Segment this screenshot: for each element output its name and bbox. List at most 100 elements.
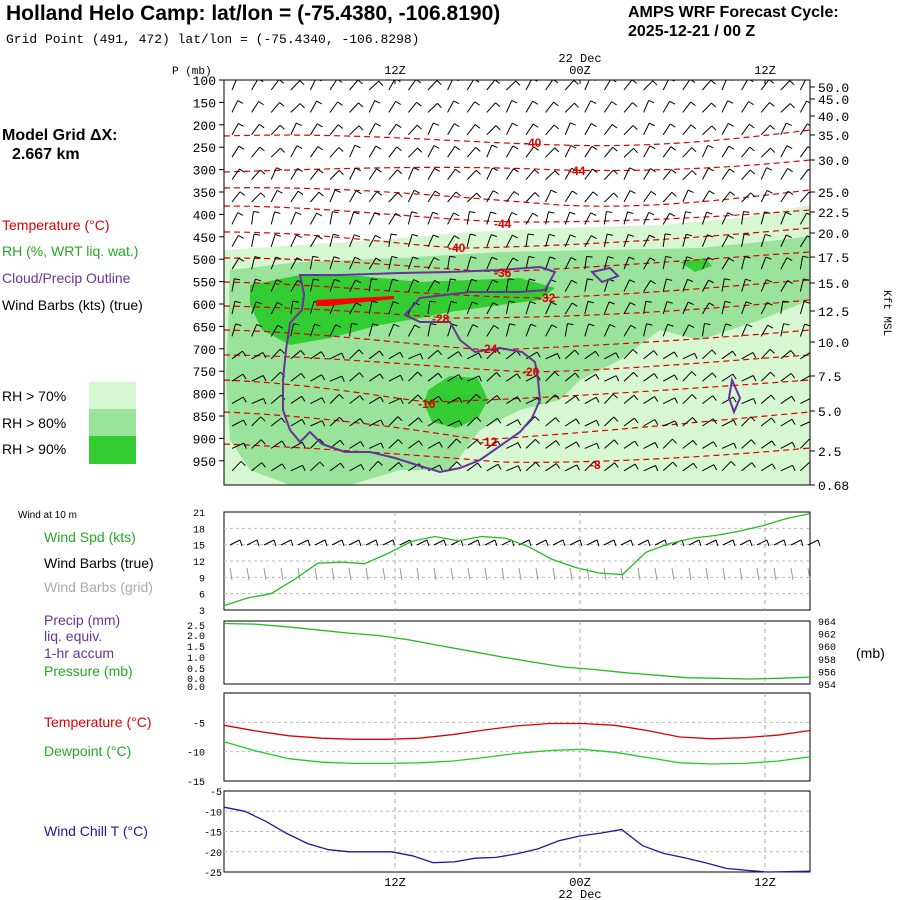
legend-rh90: RH > 90% xyxy=(2,441,67,457)
wind-barb-shaft xyxy=(466,211,470,225)
p-tick-label: 800 xyxy=(193,388,216,403)
temp-ytick-label: -10 xyxy=(187,749,205,760)
wind-barb-flag xyxy=(607,256,614,259)
wind-barb-shaft xyxy=(682,101,692,113)
wind-barb-flag xyxy=(752,352,757,358)
wind-barb-shaft xyxy=(603,301,610,315)
kft-tick-label: 12.5 xyxy=(818,305,849,320)
wind-barb-flag xyxy=(671,191,677,197)
wind-barb-shaft xyxy=(251,416,262,427)
p-tick-label: 200 xyxy=(193,119,216,134)
wind-barb-flag xyxy=(567,323,574,326)
wind-barb-flag xyxy=(652,80,658,86)
wind-barb-flag xyxy=(341,352,345,359)
wind-barb-flag xyxy=(550,189,557,194)
wind-barb-flag xyxy=(475,169,481,175)
wind-barb-flag xyxy=(317,123,323,128)
wind-barb-shaft xyxy=(780,168,788,180)
wind-barb-shaft xyxy=(310,420,323,427)
wind-barb-flag xyxy=(494,80,500,85)
wind-barb-shaft xyxy=(564,395,577,405)
wind-barb-flag xyxy=(261,462,266,468)
wind-barb-shaft xyxy=(545,394,556,404)
wind-barb-shaft xyxy=(290,212,297,225)
wind-barb-flag xyxy=(790,373,796,379)
wind-barb-flag xyxy=(745,301,752,305)
wind-barb-flag xyxy=(553,101,559,107)
wind-barb-shaft xyxy=(584,373,597,382)
wind-barb-flag xyxy=(586,255,593,258)
wind10-barb-flag xyxy=(477,539,481,547)
wind-barb-shaft xyxy=(545,124,555,136)
wind-barb-flag xyxy=(649,257,656,262)
p-tick-label: 350 xyxy=(193,186,216,201)
wind-barb-flag xyxy=(575,395,580,402)
wind-barb-shaft xyxy=(643,442,656,449)
wind-barb-shaft xyxy=(760,147,771,158)
wind-barb-shaft xyxy=(486,102,496,113)
wind-barb-shaft xyxy=(309,278,314,292)
wind-barb-flag xyxy=(472,324,479,328)
wind-barb-shaft xyxy=(799,301,805,315)
legend-rh70: RH > 70% xyxy=(2,388,67,404)
wind-barb-shaft xyxy=(447,278,451,292)
wind-barb-flag xyxy=(534,439,540,445)
wind-barb-shaft xyxy=(466,375,480,382)
wind-barb-shaft xyxy=(662,278,667,292)
wind-barb-flag xyxy=(766,301,773,306)
wind-barb-flag xyxy=(591,235,597,239)
wind-barb-flag xyxy=(687,189,694,194)
wind-barb-shaft xyxy=(643,100,650,113)
wind-barb-flag xyxy=(674,420,678,427)
wind-barb-shaft xyxy=(545,463,557,472)
wind-barb-shaft xyxy=(780,395,792,405)
wind-barb-shaft xyxy=(721,323,727,337)
temperature-contour-label: -40 xyxy=(448,241,466,255)
wind-barb-flag xyxy=(478,352,482,359)
wind-barb-flag xyxy=(765,256,772,260)
wind-barb-flag xyxy=(786,234,792,239)
wind-barb-shaft xyxy=(388,324,395,337)
wind-barb-shaft xyxy=(800,351,810,360)
wind-barb-shaft xyxy=(662,100,671,113)
wind-barb-shaft xyxy=(643,465,656,472)
wind-barb-shaft xyxy=(408,101,417,113)
wind-barb-flag xyxy=(792,465,796,471)
wind-barb-shaft xyxy=(407,256,414,270)
wind-barb-flag xyxy=(571,190,578,195)
wind-barb-flag xyxy=(454,235,460,240)
wind-ytick-label: 9 xyxy=(199,574,205,585)
wind-barb-flag xyxy=(711,102,717,108)
wind-barb-flag xyxy=(534,169,540,174)
wind-barb-flag xyxy=(803,301,810,304)
wind-barb-shaft xyxy=(545,234,550,247)
wind10-barb-grid xyxy=(416,567,420,581)
wind-barb-shaft xyxy=(309,100,318,113)
wind-barb-flag xyxy=(320,351,325,358)
wind-barb-shaft xyxy=(349,190,357,203)
wind10-barb-true xyxy=(688,539,700,546)
wind-barb-flag xyxy=(511,100,518,104)
wind-barb-flag xyxy=(648,211,655,216)
wind-barb-flag xyxy=(595,374,600,380)
wind-barb-shaft xyxy=(702,349,713,360)
wind-barb-flag xyxy=(359,395,364,401)
wind-barb-shaft xyxy=(231,350,243,360)
wind-barb-shaft xyxy=(506,465,519,472)
wind-barb-flag xyxy=(802,255,809,258)
wind-barb-flag xyxy=(279,348,285,354)
wind10-barb-grid xyxy=(739,567,743,581)
wind-barb-flag xyxy=(318,191,324,197)
wind-barb-flag xyxy=(469,211,476,214)
wind-barb-flag xyxy=(476,439,482,445)
wind-barb-flag xyxy=(417,394,423,400)
wind-barb-flag xyxy=(629,167,636,171)
wind-barb-flag xyxy=(685,211,692,214)
wind-barb-flag xyxy=(804,323,810,327)
wind-barb-flag xyxy=(728,122,734,127)
precip-ytick-label: 0.0 xyxy=(187,675,205,686)
wind-barb-shaft xyxy=(427,349,439,360)
wind-barb-flag xyxy=(256,323,263,328)
wind-barb-shaft xyxy=(721,419,734,427)
wind-barb-shaft xyxy=(643,234,650,248)
